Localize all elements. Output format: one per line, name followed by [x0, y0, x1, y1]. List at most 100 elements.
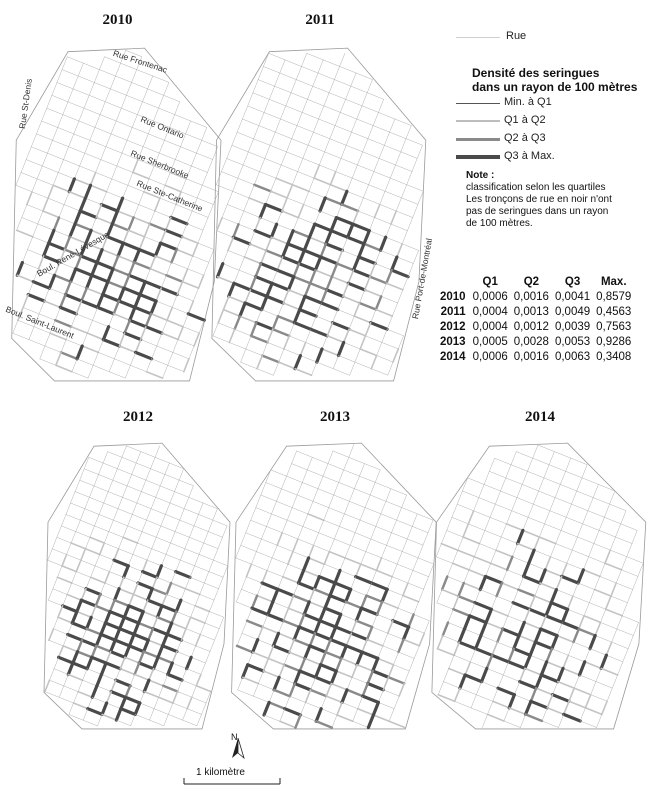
street-segment — [265, 294, 285, 305]
street-segment — [324, 650, 343, 660]
street-segment — [386, 545, 403, 552]
street-segment — [163, 95, 181, 102]
street-segment — [145, 370, 164, 379]
street-segment — [318, 519, 324, 533]
street-segment — [98, 462, 104, 475]
street-segment — [288, 651, 306, 660]
street-segment — [550, 693, 571, 703]
street-segment — [108, 610, 126, 619]
street-segment — [165, 514, 180, 521]
street-segment — [280, 151, 287, 166]
street-segment — [121, 457, 137, 464]
street-segment — [308, 191, 326, 199]
street-segment — [529, 699, 549, 710]
street-segment — [138, 191, 145, 205]
street-segment — [52, 140, 69, 147]
street-segment — [560, 607, 570, 624]
street-segment — [337, 296, 344, 310]
street-segment — [108, 531, 124, 538]
cell-q1: 0,0004 — [472, 321, 508, 333]
street-segment — [243, 256, 262, 265]
street-segment — [170, 531, 176, 544]
street-segment — [303, 294, 324, 305]
street-segment — [544, 601, 553, 618]
street-segment — [351, 118, 357, 133]
street-segment — [207, 204, 214, 218]
street-segment — [462, 614, 472, 631]
street-segment — [264, 158, 282, 166]
street-segment — [229, 342, 247, 350]
street-segment — [171, 294, 178, 308]
street-segment — [281, 519, 288, 533]
street-segment — [142, 650, 160, 659]
street-segment — [106, 280, 126, 290]
street-segment — [198, 542, 204, 555]
street-segment — [147, 88, 164, 96]
street-segment — [551, 648, 569, 656]
street-segment — [544, 614, 564, 624]
street-segment — [393, 695, 400, 709]
street-segment — [104, 570, 111, 584]
street-segment — [483, 484, 501, 492]
street-segment — [360, 594, 368, 610]
street-segment — [562, 712, 582, 723]
street-segment — [292, 275, 312, 285]
street-segment — [226, 145, 233, 159]
street-segment — [616, 615, 623, 630]
street-segment — [315, 302, 322, 317]
street-segment — [327, 463, 344, 471]
street-segment — [486, 668, 504, 676]
street-segment — [92, 352, 99, 366]
street-segment — [412, 557, 419, 571]
street-segment — [169, 491, 175, 504]
street-segment — [216, 230, 234, 238]
street-segment — [447, 667, 466, 676]
street-segment — [196, 152, 213, 160]
street-segment — [447, 563, 453, 577]
street-segment — [362, 229, 371, 246]
street-segment — [61, 69, 79, 77]
note-line: Les tronçons de rue en noir n'ont — [466, 194, 612, 205]
street-segment — [136, 502, 152, 509]
street-segment — [122, 185, 129, 199]
street-segment — [65, 514, 81, 521]
street-segment — [335, 670, 353, 679]
street-segment — [267, 701, 286, 710]
street-segment — [74, 491, 90, 498]
street-segment — [521, 484, 539, 492]
street-segment — [189, 565, 195, 578]
street-segment — [117, 497, 123, 509]
street-segment — [571, 490, 577, 505]
street-segment — [482, 714, 488, 728]
street-segment — [485, 621, 504, 630]
street-segment — [336, 701, 343, 716]
street-segment — [79, 598, 98, 608]
street-segment — [217, 536, 223, 549]
street-segment — [314, 269, 333, 278]
street-segment — [495, 490, 501, 505]
street-segment — [142, 146, 160, 154]
street-segment — [267, 342, 285, 350]
street-segment — [59, 351, 79, 361]
street-segment — [242, 118, 260, 126]
street-segment — [288, 335, 306, 343]
street-segment — [393, 664, 410, 672]
street-segment — [144, 312, 153, 328]
street-segment — [93, 474, 99, 487]
street-segment — [298, 308, 318, 318]
street-segment — [346, 677, 353, 691]
street-segment — [375, 600, 384, 616]
street-segment — [95, 172, 112, 180]
street-segment — [100, 594, 115, 601]
street-segment — [194, 565, 210, 572]
street-segment — [131, 474, 147, 481]
street-segment — [153, 152, 160, 167]
street-segment — [507, 615, 525, 623]
street-segment — [370, 538, 387, 546]
street-segment — [606, 687, 613, 702]
street-segment — [595, 681, 613, 689]
street-segment — [469, 602, 476, 617]
street-segment — [85, 537, 91, 549]
street-segment — [604, 608, 623, 617]
street-segment — [121, 140, 128, 154]
